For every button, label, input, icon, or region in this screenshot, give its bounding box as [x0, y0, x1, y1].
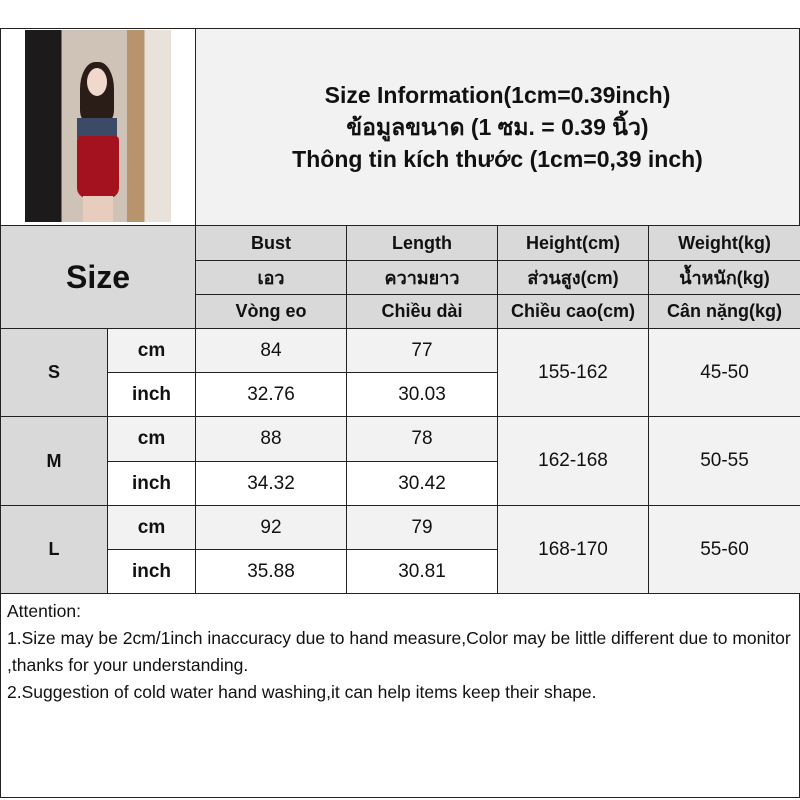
length-inch: 30.81	[346, 549, 498, 594]
column-header-height: Chiều cao(cm)	[497, 294, 649, 329]
attention-heading: Attention:	[7, 601, 81, 621]
height-range: 168-170	[497, 505, 649, 594]
weight-range: 50-55	[648, 416, 800, 506]
size-header: Size	[0, 225, 196, 329]
bust-inch: 34.32	[195, 461, 347, 506]
title-english: Size Information(1cm=0.39inch)	[324, 82, 671, 108]
title-thai: ข้อมูลขนาด (1 ซม. = 0.39 นิ้ว)	[346, 114, 649, 140]
height-range: 155-162	[497, 328, 649, 417]
column-header-bust: Bust	[195, 225, 347, 261]
attention-box: Attention: 1.Size may be 2cm/1inch inacc…	[0, 593, 800, 798]
column-header-height: ส่วนสูง(cm)	[497, 260, 649, 295]
column-header-length: ความยาว	[346, 260, 498, 295]
unit-cm: cm	[107, 505, 196, 550]
weight-range: 55-60	[648, 505, 800, 594]
length-cm: 78	[346, 416, 498, 462]
column-header-weight: น้ำหนัก(kg)	[648, 260, 800, 295]
unit-cm: cm	[107, 328, 196, 373]
title-vietnamese: Thông tin kích thước (1cm=0,39 inch)	[292, 146, 703, 172]
attention-note: 2.Suggestion of cold water hand washing,…	[7, 682, 597, 702]
bust-cm: 84	[195, 328, 347, 373]
product-photo	[25, 30, 171, 222]
column-header-bust: เอว	[195, 260, 347, 295]
bust-inch: 35.88	[195, 549, 347, 594]
column-header-weight: Weight(kg)	[648, 225, 800, 261]
weight-range: 45-50	[648, 328, 800, 417]
column-header-length: Length	[346, 225, 498, 261]
size-label: M	[0, 416, 108, 506]
length-cm: 79	[346, 505, 498, 550]
unit-inch: inch	[107, 549, 196, 594]
column-header-height: Height(cm)	[497, 225, 649, 261]
length-cm: 77	[346, 328, 498, 373]
size-info-title: Size Information(1cm=0.39inch) ข้อมูลขนา…	[195, 28, 800, 226]
unit-inch: inch	[107, 461, 196, 506]
size-label: L	[0, 505, 108, 594]
unit-inch: inch	[107, 372, 196, 417]
column-header-weight: Cân nặng(kg)	[648, 294, 800, 329]
bust-cm: 88	[195, 416, 347, 462]
unit-cm: cm	[107, 416, 196, 462]
bust-cm: 92	[195, 505, 347, 550]
column-header-bust: Vòng eo	[195, 294, 347, 329]
length-inch: 30.03	[346, 372, 498, 417]
length-inch: 30.42	[346, 461, 498, 506]
column-header-length: Chiều dài	[346, 294, 498, 329]
height-range: 162-168	[497, 416, 649, 506]
bust-inch: 32.76	[195, 372, 347, 417]
attention-note: 1.Size may be 2cm/1inch inaccuracy due t…	[7, 628, 791, 675]
size-label: S	[0, 328, 108, 417]
